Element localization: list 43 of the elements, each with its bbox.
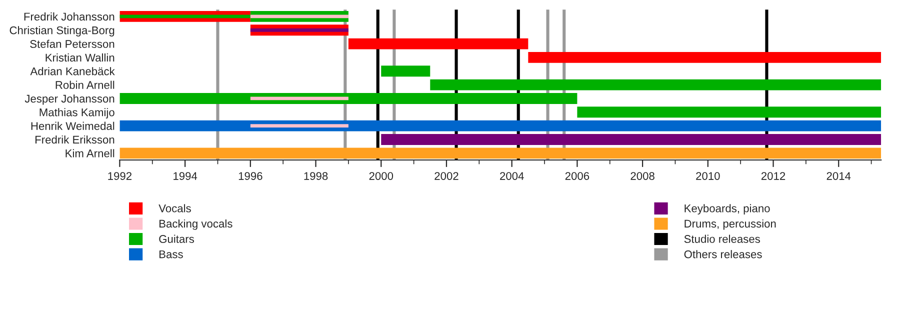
x-tick-label: 1992 (108, 172, 132, 180)
y-tick-label: Mathias Kamijo (40, 108, 114, 118)
x-tick-label: 2014 (826, 172, 851, 180)
x-tick-label: 2004 (500, 172, 524, 180)
bar (348, 38, 528, 50)
bar (430, 79, 882, 90)
x-tick-label: 2010 (696, 172, 720, 180)
bar (528, 52, 882, 63)
y-tick-label: Henrik Weimedal (31, 122, 114, 130)
x-tick-label: 2002 (434, 172, 458, 180)
legend-label: Studio releases (684, 234, 760, 243)
legend-label: Drums, percussion (684, 219, 776, 230)
x-tick-label: 2012 (761, 172, 786, 180)
bar (381, 66, 430, 77)
bar (120, 120, 882, 132)
y-tick-label: Fredrik Eriksson (35, 135, 114, 144)
bar (250, 14, 348, 18)
x-tick-label: 1998 (304, 172, 328, 180)
x-tick-label: 2008 (630, 172, 654, 180)
bar (381, 134, 882, 145)
bar (250, 124, 348, 128)
x-tick-label: 2000 (369, 172, 394, 180)
bar (250, 28, 348, 32)
x-tick-label: 1996 (238, 172, 262, 180)
y-tick-label: Robin Arnell (56, 80, 114, 89)
y-tick-label: Kristian Wallin (46, 53, 114, 62)
y-tick-label: Christian Stinga-Borg (10, 26, 114, 36)
y-tick-label: Fredrik Johansson (24, 12, 114, 21)
legend-label: Backing vocals (160, 219, 232, 230)
x-tick-label: 2006 (565, 172, 590, 180)
legend-label: Guitars (159, 234, 194, 243)
bar (120, 14, 250, 18)
x-tick-label: 1994 (174, 172, 198, 180)
legend-label: Keyboards, piano (684, 204, 770, 215)
bar (577, 106, 882, 118)
y-tick-label: Kim Arnell (66, 149, 114, 158)
y-tick-label: Adrian Kanebäck (30, 67, 115, 76)
y-tick-label: Jesper Johansson (24, 94, 114, 105)
y-tick-label: Stefan Petersson (30, 40, 114, 48)
legend-label: Vocals (158, 204, 191, 212)
legend-label: Bass (160, 250, 183, 258)
bar (120, 93, 578, 104)
legend-label: Others releases (684, 250, 762, 258)
